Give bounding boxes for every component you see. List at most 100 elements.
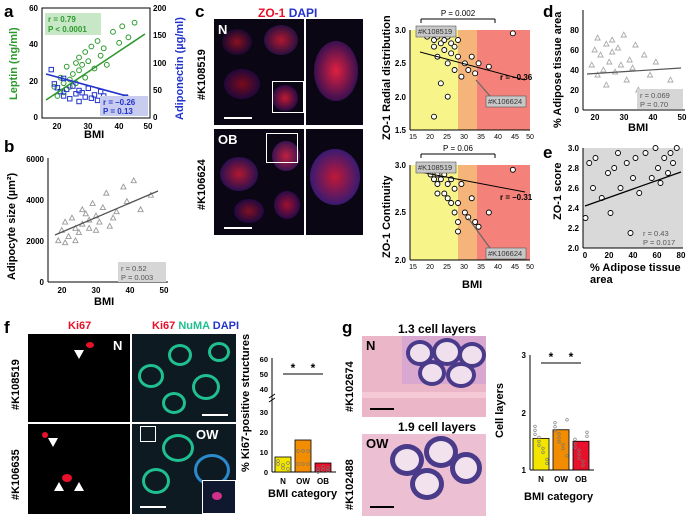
a-ytick-0: 0 — [34, 113, 39, 122]
g-ytick-3: 3 — [522, 351, 527, 360]
g-sample-bottom: #K102488 — [344, 459, 356, 510]
d-point — [597, 51, 604, 58]
c-top-xtick-30: 30 — [460, 134, 468, 140]
e-ylabel: ZO-1 score — [552, 162, 564, 220]
c-top-point — [448, 40, 455, 47]
c-bottom-ytick-2.5: 2.5 — [395, 208, 407, 217]
d-point — [588, 61, 596, 68]
e-point — [642, 150, 649, 156]
f-xtick-ow: OW — [296, 477, 310, 486]
c-top-ytick-2.0: 2.0 — [395, 93, 407, 102]
g-point — [557, 436, 561, 440]
g-point — [537, 435, 541, 439]
b-point — [68, 214, 76, 221]
leptin-point — [85, 58, 92, 65]
b-ytick-0: 0 — [40, 278, 45, 287]
b-xtick-50: 50 — [160, 286, 169, 295]
f-stain-ki67-left: Ki67 — [68, 320, 92, 332]
c-micrograph-n — [214, 19, 304, 125]
d-point — [629, 64, 636, 71]
d-stats-box — [637, 89, 683, 109]
c-bottom-point — [455, 200, 461, 206]
b-ytick-2000: 2000 — [26, 237, 44, 246]
d-point — [632, 41, 639, 48]
b-point — [72, 224, 79, 231]
e-point — [652, 145, 659, 151]
adiponectin-point — [76, 98, 82, 105]
c-bottom-point — [458, 181, 465, 187]
g-point — [565, 418, 569, 422]
f-point — [301, 462, 305, 466]
g-point — [557, 440, 561, 444]
leptin-point — [54, 93, 61, 99]
e-point — [623, 160, 630, 166]
g-point — [573, 445, 577, 449]
f-sig-2: * — [311, 361, 316, 375]
g-point — [573, 437, 577, 441]
c-bottom-callout-a-box — [415, 161, 457, 174]
b-point — [78, 205, 86, 213]
adiponectin-point — [88, 95, 95, 101]
e-point — [590, 185, 596, 191]
b-point — [75, 228, 83, 235]
c-top-point — [441, 37, 448, 43]
adiponectin-point — [94, 97, 101, 104]
f-bar-ob — [314, 462, 332, 473]
d-point — [667, 76, 674, 83]
e-stats-box — [640, 228, 682, 247]
f-point — [286, 467, 290, 471]
g-sig-2: * — [569, 350, 574, 364]
c-bottom-point — [451, 209, 458, 216]
f-bar-ow — [294, 439, 312, 473]
b-point — [72, 236, 79, 244]
c-top-ytick-3.0: 3.0 — [395, 26, 407, 35]
e-regression-line — [584, 171, 682, 207]
g-point — [537, 443, 541, 447]
c-bottom-xtick-50: 50 — [526, 264, 534, 271]
g-tag-n: N — [366, 338, 376, 353]
a-ytick-40: 40 — [29, 40, 38, 49]
b-regression-line — [54, 190, 159, 236]
g-sample-top: #K102674 — [344, 361, 356, 412]
f-sample-bottom: #K106635 — [10, 449, 22, 500]
c-stain-legend: ZO-1 DAPI — [258, 6, 317, 20]
e-point — [657, 180, 664, 186]
leptin-point — [82, 74, 89, 81]
e-xlabel: % Adipose tissue area — [590, 262, 681, 286]
c-top-callout-a-box — [415, 25, 457, 38]
g-point — [545, 457, 549, 461]
g-bar-n — [532, 437, 550, 471]
c-top-point — [444, 60, 451, 67]
e-point — [648, 175, 655, 181]
adiponectin-point — [54, 85, 61, 91]
c-top-point — [458, 73, 465, 80]
a-ytick-20: 20 — [29, 77, 38, 86]
adiponectin-point — [60, 93, 67, 99]
c-stain-dapi: DAPI — [288, 6, 318, 20]
c-sample-bottom: #K106624 — [196, 159, 208, 210]
e-point — [615, 150, 621, 156]
d-xtick-50: 50 — [678, 113, 687, 122]
d-point — [600, 66, 607, 73]
f-stain-ki67: Ki67 — [152, 320, 176, 332]
c-bottom-xtick-25: 25 — [443, 264, 451, 271]
a-y2tick-0: 0 — [153, 113, 158, 122]
e-point — [665, 170, 671, 176]
c-bottom-ylabel: ZO-1 Continuity — [381, 175, 393, 259]
f-point — [301, 449, 305, 453]
c-bottom-point — [475, 223, 482, 230]
e-xtick-0: 0 — [583, 251, 588, 260]
f-ylabel: % Ki67-positive structures — [240, 333, 252, 472]
adiponectin-axis-label: Adiponectin (µg/ml) — [174, 17, 186, 120]
c-top-ylabel: ZO-1 Radial distribution — [381, 15, 393, 140]
c-bottom-point — [448, 200, 455, 206]
e-point — [592, 155, 599, 161]
panel-b-chart: r = 0.52 P = 0.003 0 2000 4000 6000 20 3… — [26, 155, 169, 295]
g-point — [585, 430, 589, 434]
c-micrograph-n-zoom — [306, 19, 363, 125]
f-ki67-ow — [28, 424, 130, 514]
g-title-bottom: 1.9 cell layers — [398, 420, 477, 434]
c-top-point — [437, 40, 444, 47]
leptin-point — [79, 61, 86, 68]
b-point — [99, 203, 107, 211]
